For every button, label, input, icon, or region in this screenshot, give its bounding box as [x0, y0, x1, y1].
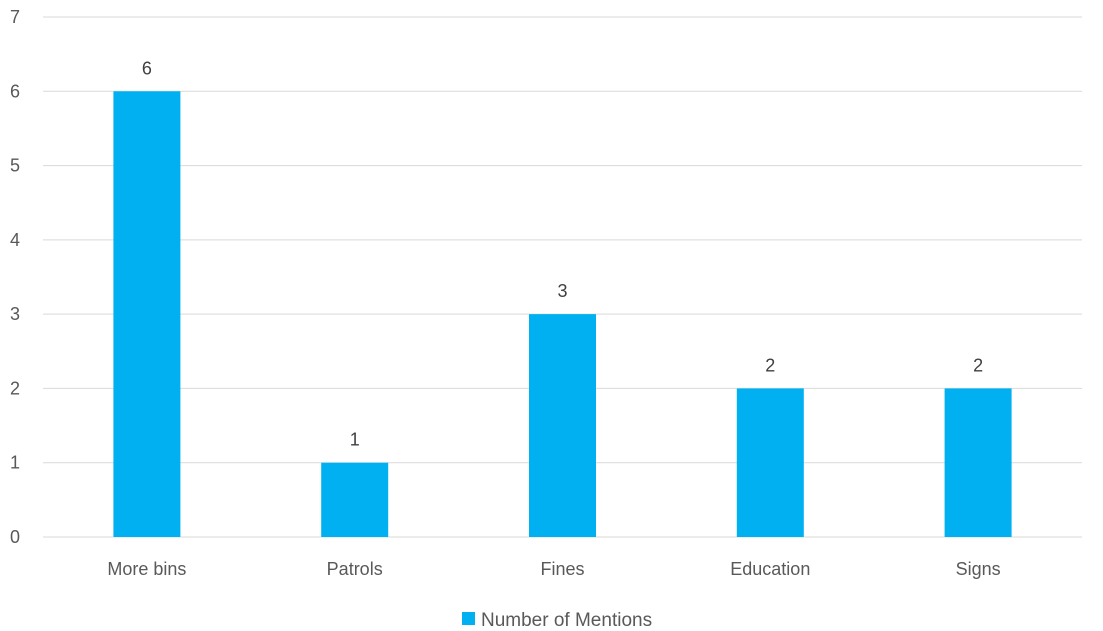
- legend-label: Number of Mentions: [481, 610, 652, 631]
- data-label: 6: [142, 58, 152, 78]
- legend-swatch: [462, 612, 475, 625]
- y-tick-label: 5: [10, 156, 20, 176]
- bar: [113, 91, 181, 538]
- x-tick-label: Signs: [956, 559, 1001, 579]
- data-label: 1: [350, 430, 360, 450]
- y-tick-label: 0: [10, 527, 20, 547]
- data-label: 3: [557, 281, 567, 301]
- bar: [944, 388, 1012, 537]
- y-tick-label: 6: [10, 81, 20, 101]
- y-tick-label: 1: [10, 453, 20, 473]
- y-axis-tick-labels: 0 1 2 3 4 5 6 7: [10, 7, 20, 547]
- data-labels: 6 1 3 2 2: [142, 58, 983, 449]
- x-tick-label: More bins: [107, 559, 186, 579]
- bar: [321, 462, 389, 537]
- bar: [529, 314, 596, 537]
- y-tick-label: 4: [10, 230, 20, 250]
- x-axis-tick-labels: More bins Patrols Fines Education Signs: [107, 559, 1000, 579]
- y-tick-label: 7: [10, 7, 20, 27]
- x-tick-label: Fines: [540, 559, 584, 579]
- y-tick-label: 2: [10, 378, 20, 398]
- bars: [113, 91, 1012, 538]
- bar: [736, 388, 804, 537]
- data-label: 2: [973, 355, 983, 375]
- data-label: 2: [765, 355, 775, 375]
- x-tick-label: Education: [730, 559, 810, 579]
- y-tick-label: 3: [10, 304, 20, 324]
- x-tick-label: Patrols: [327, 559, 383, 579]
- legend: Number of Mentions: [462, 610, 652, 631]
